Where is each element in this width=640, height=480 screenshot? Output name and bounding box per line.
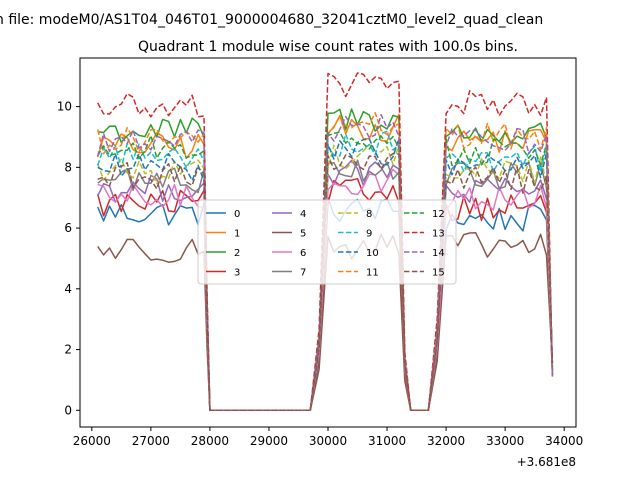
legend-label: 3 — [234, 268, 240, 279]
y-tick-label: 6 — [64, 221, 72, 235]
legend-box — [197, 199, 457, 285]
legend-label: 5 — [300, 229, 306, 240]
series-line-9 — [96, 130, 554, 412]
legend-label: 10 — [366, 248, 379, 259]
chart-suptitle: n file: modeM0/AS1T04_046T01_9000004680_… — [0, 12, 543, 28]
legend-label: 15 — [432, 268, 445, 279]
series-line-5 — [97, 231, 554, 412]
legend-label: 12 — [432, 209, 445, 220]
x-tick-label: 28000 — [191, 434, 229, 448]
series-line-12 — [97, 131, 554, 412]
series-line-8 — [96, 143, 554, 412]
legend-label: 0 — [234, 209, 240, 220]
chart-title: Quadrant 1 module wise count rates with … — [138, 39, 518, 55]
x-tick-label: 31000 — [368, 434, 406, 448]
series-line-15 — [97, 152, 554, 412]
legend-label: 1 — [234, 229, 240, 240]
y-tick-label: 8 — [64, 160, 72, 174]
y-tick-label: 2 — [64, 343, 72, 357]
legend-label: 11 — [366, 268, 379, 279]
y-tick-label: 4 — [64, 282, 72, 296]
legend-label: 2 — [234, 248, 240, 259]
legend-label: 9 — [366, 229, 372, 240]
series-line-14 — [96, 113, 554, 412]
legend-label: 8 — [366, 209, 372, 220]
x-tick-label: 34000 — [545, 434, 583, 448]
x-tick-label: 33000 — [486, 434, 524, 448]
x-axis-ticks: 26000 27000 28000 29000 30000 31000 32000 33000… — [73, 427, 583, 448]
y-axis-ticks: 0 2 4 6 8 10 — [57, 100, 80, 417]
y-tick-label: 10 — [57, 100, 72, 114]
x-tick-label: 32000 — [427, 434, 465, 448]
legend-label: 7 — [300, 268, 306, 279]
legend-label: 4 — [300, 209, 306, 220]
legend-label: 13 — [432, 229, 445, 240]
x-tick-label: 30000 — [309, 434, 347, 448]
x-tick-label: 26000 — [73, 434, 111, 448]
x-tick-label: 27000 — [132, 434, 170, 448]
x-tick-label: 29000 — [250, 434, 288, 448]
legend-label: 6 — [300, 248, 306, 259]
legend-label: 14 — [432, 248, 445, 259]
x-axis-offset-label: +3.681e8 — [517, 455, 576, 469]
plot-lines — [96, 72, 554, 412]
y-tick-label: 0 — [64, 403, 72, 417]
